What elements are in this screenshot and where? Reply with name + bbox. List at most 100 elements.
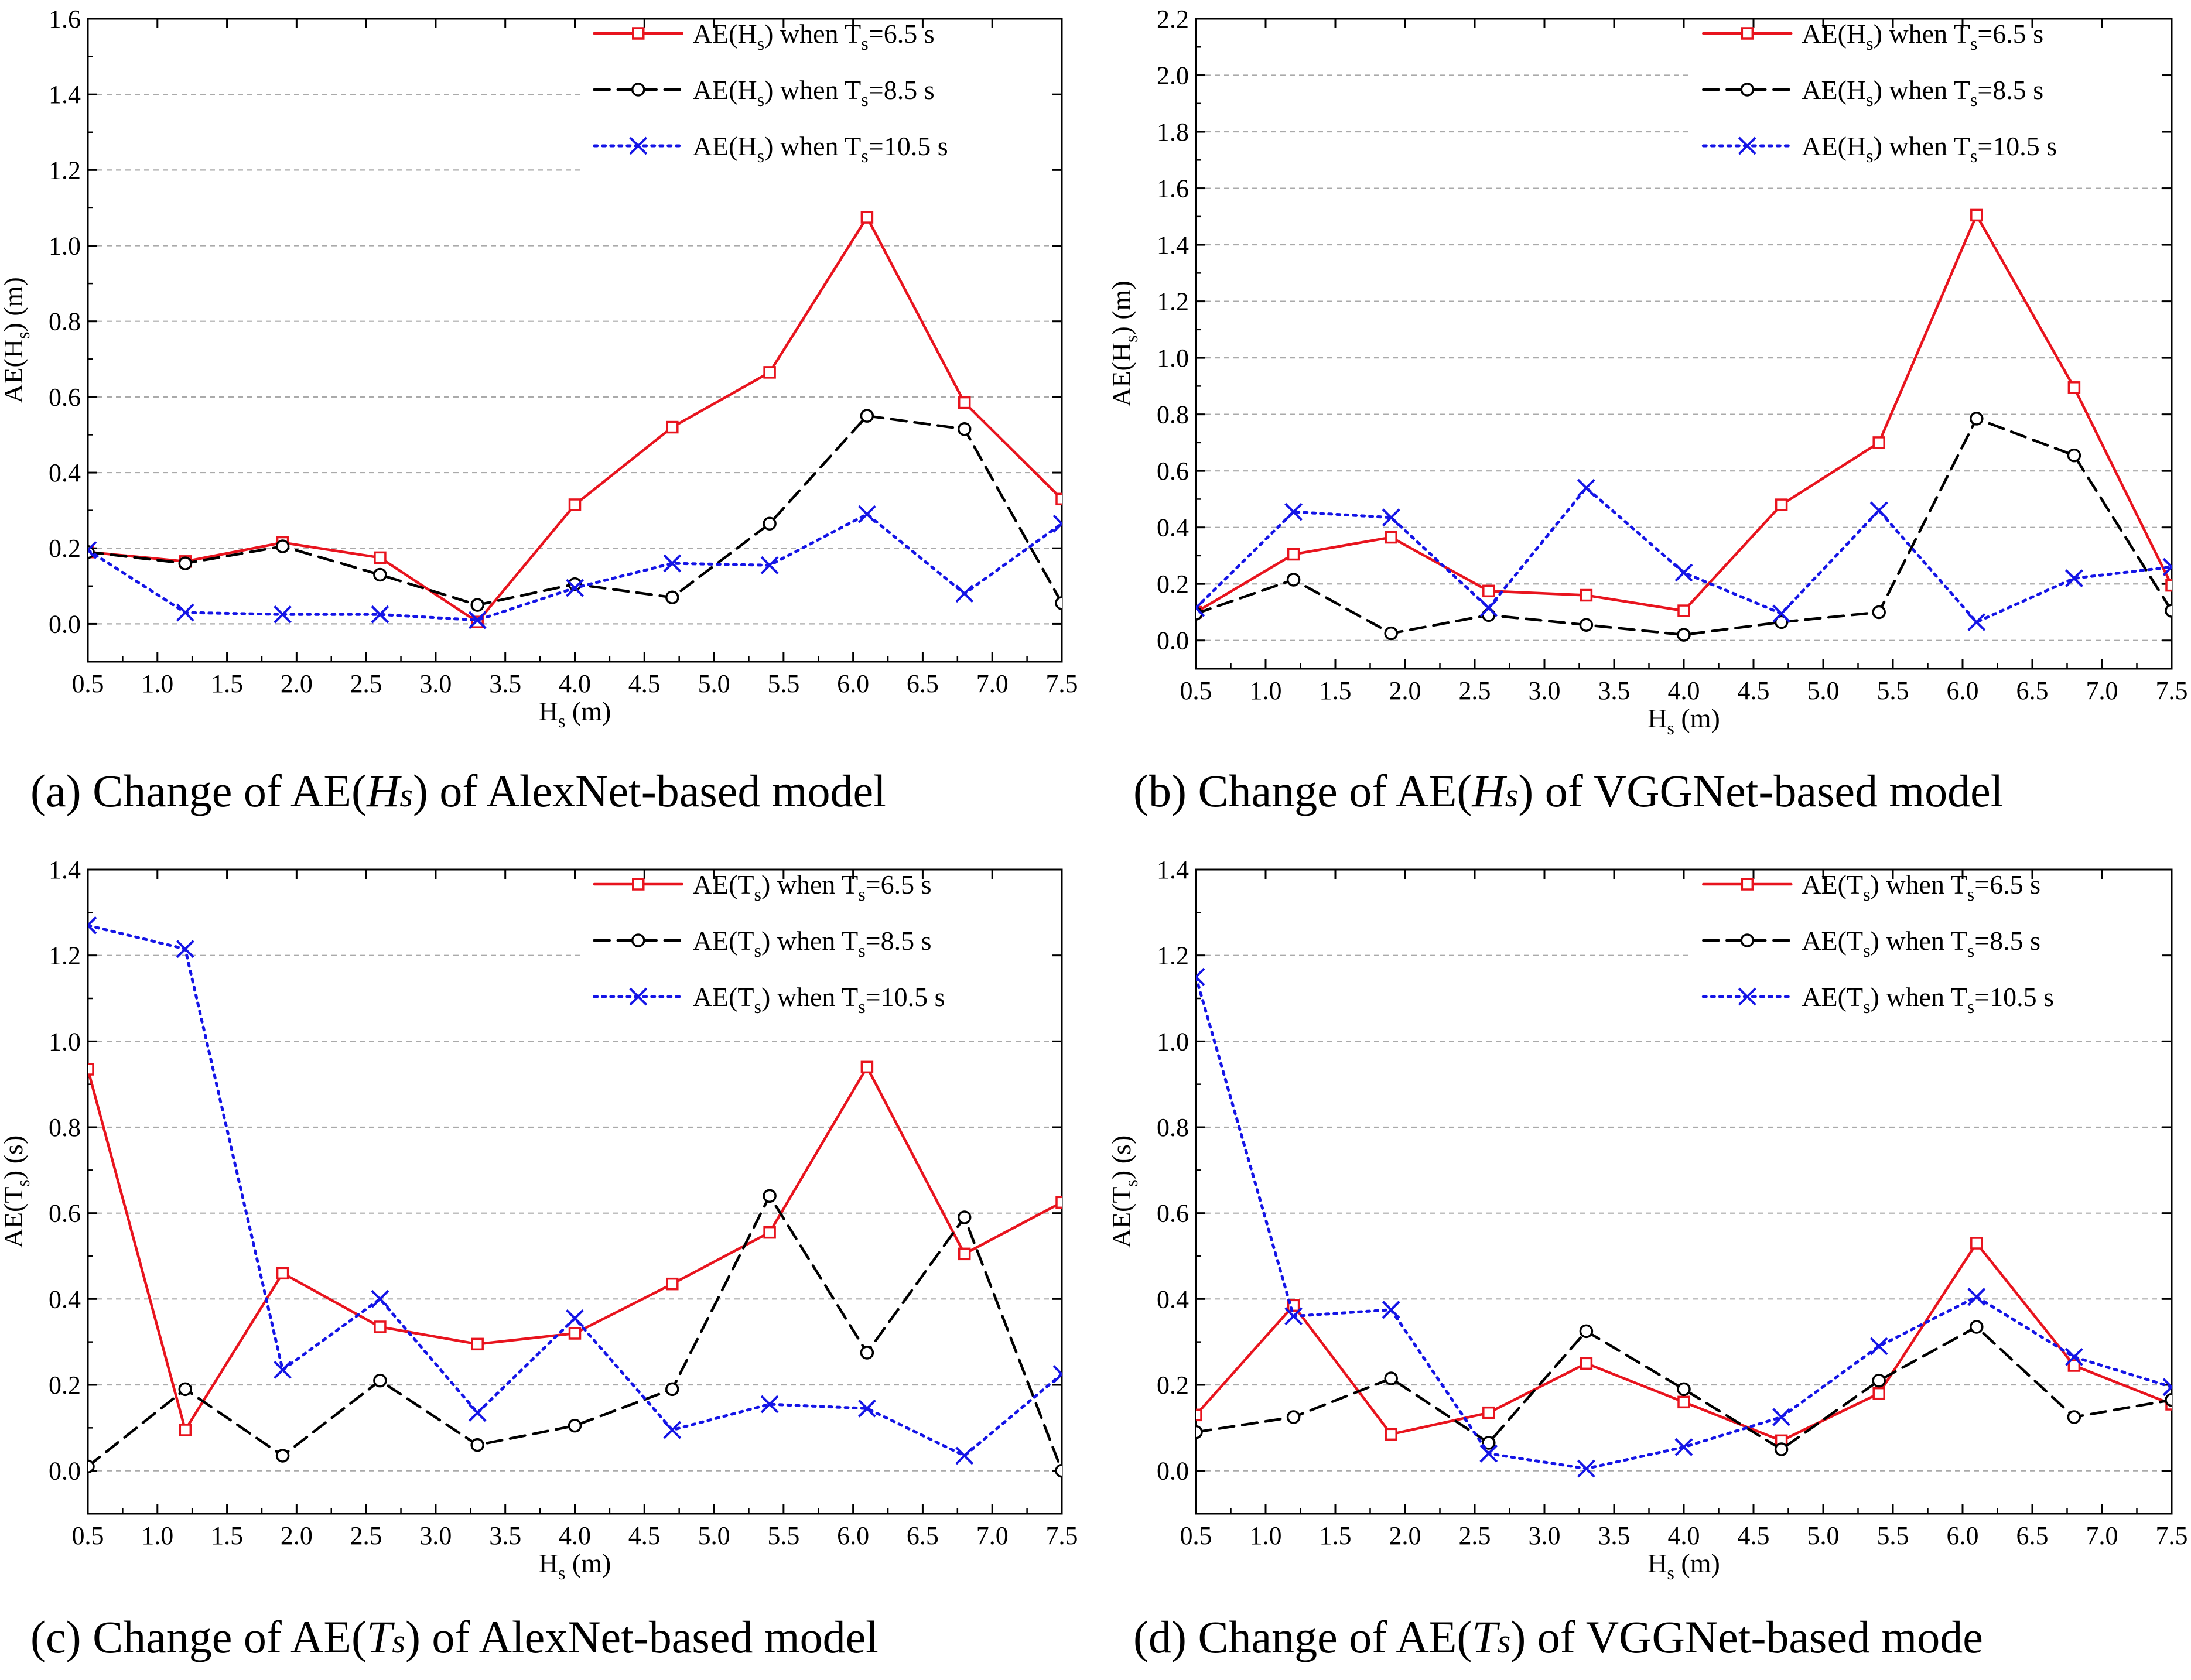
- legend-entry: AE(Hs) when Ts=6.5 s: [1802, 19, 2043, 54]
- y-tick-label: 0.2: [1157, 1371, 1189, 1400]
- x-axis-label-unit: (m): [565, 696, 611, 726]
- data-point-x: [1577, 1459, 1595, 1478]
- x-tick-label: 5.0: [698, 1521, 730, 1550]
- y-axis-label: AE(Hs) (m): [1106, 280, 1141, 407]
- x-axis-label: Hs (m): [1647, 703, 1720, 738]
- x-tick-label: 2.0: [1389, 676, 1421, 705]
- data-point-square: [1741, 878, 1754, 891]
- legend-entry: AE(Hs) when Ts=8.5 s: [1802, 75, 2043, 110]
- legend-text-sub: s: [858, 996, 865, 1017]
- legend-text-post: =6.5 s: [1974, 870, 2040, 899]
- data-point-circle: [2067, 448, 2081, 463]
- y-axis-label-sub: s: [12, 331, 33, 338]
- data-point-circle: [275, 539, 290, 553]
- data-point-square: [860, 1060, 874, 1074]
- legend-text-sub: s: [1866, 33, 1873, 54]
- data-point-x: [1479, 1444, 1498, 1463]
- legend-text-pre: AE(H: [1802, 75, 1866, 105]
- series-3: [88, 505, 1062, 629]
- x-tick-label: 5.5: [767, 669, 799, 698]
- data-point-x: [176, 940, 194, 959]
- data-point-square: [1970, 1237, 1983, 1250]
- y-tick-label: 1.4: [1157, 231, 1189, 259]
- series-2: [1196, 412, 2172, 642]
- data-point-square: [568, 498, 582, 511]
- legend: AE(Ts) when Ts=6.5 sAE(Ts) when Ts=8.5 s…: [1701, 870, 2054, 1017]
- legend-text-sub: s: [1863, 940, 1870, 961]
- series-3: [88, 916, 1062, 1465]
- y-tick-label: 1.8: [1157, 118, 1189, 146]
- x-tick-label: 1.0: [141, 1521, 173, 1550]
- y-tick-label: 0.4: [1157, 514, 1189, 542]
- data-point-square: [958, 1247, 971, 1261]
- x-tick-label: 5.0: [1807, 676, 1840, 705]
- data-point-square: [1482, 584, 1495, 598]
- data-point-circle: [665, 590, 679, 604]
- data-point-circle: [1970, 1320, 1984, 1334]
- data-point-circle: [373, 1373, 387, 1388]
- data-point-circle: [763, 1189, 777, 1203]
- data-point-x: [1479, 598, 1498, 617]
- data-point-circle: [568, 1418, 582, 1433]
- x-axis-label: Hs (m): [1647, 1548, 1720, 1583]
- y-tick-label: 0.8: [49, 1113, 81, 1142]
- chart-caption: (c) Change of AE(Ts) of AlexNet-based mo…: [30, 1611, 879, 1662]
- legend-text-post: =8.5 s: [1977, 75, 2043, 105]
- data-point-circle: [1286, 1410, 1301, 1424]
- data-point-x: [1382, 508, 1400, 527]
- data-point-x: [1738, 987, 1756, 1006]
- y-tick-label: 0.8: [1157, 401, 1189, 429]
- y-axis-label: AE(Hs) (m): [0, 277, 33, 403]
- data-point-circle: [470, 1438, 484, 1452]
- x-tick-label: 2.5: [1459, 1521, 1491, 1550]
- chart-panel-b: 0.0 0.2 0.4 0.6 0.8 1.0 1.2 1.4 1.6 1.8 2.0 2.2 0.5 1…: [1106, 5, 2188, 738]
- legend-text-post: =8.5 s: [1974, 926, 2040, 956]
- x-tick-label: 4.0: [559, 1521, 591, 1550]
- x-axis-label-unit: (m): [565, 1548, 611, 1578]
- x-tick-label: 0.5: [1180, 676, 1212, 705]
- data-point-x: [663, 1421, 682, 1439]
- legend-text-sub: s: [1863, 996, 1870, 1017]
- data-point-x: [1772, 1408, 1791, 1426]
- chart-panel-a: 0.0 0.2 0.4 0.6 0.8 1.0 1.2 1.4 1.6 0.5 1.0 1.5 2.0 2…: [0, 5, 1078, 731]
- y-tick-label: 0.0: [49, 1457, 81, 1486]
- legend-text-mid: ) when T: [761, 982, 858, 1012]
- chart-caption: (d) Change of AE(Ts) of VGGNet-based mod…: [1133, 1611, 1983, 1662]
- legend-text-pre: AE(H: [1802, 19, 1866, 49]
- x-tick-label: 6.5: [2016, 1521, 2049, 1550]
- legend-text-sub: s: [1866, 89, 1873, 110]
- caption-variable: H: [1471, 765, 1507, 816]
- y-tick-label: 0.0: [49, 610, 81, 638]
- legend-text-sub: s: [1863, 884, 1870, 905]
- legend-text-pre: AE(H: [693, 19, 757, 49]
- data-point-x: [2162, 557, 2172, 576]
- legend-text-mid: ) when T: [1874, 131, 1970, 161]
- x-tick-label: 0.5: [1180, 1521, 1212, 1550]
- data-point-square: [1677, 1395, 1690, 1409]
- x-tick-label: 7.5: [2156, 676, 2188, 705]
- legend-entry: AE(Ts) when Ts=8.5 s: [693, 926, 932, 961]
- y-tick-label: 0.6: [1157, 1199, 1189, 1228]
- y-tick-label: 2.0: [1157, 61, 1189, 90]
- data-point-x: [629, 136, 648, 155]
- legend-text-mid: ) when T: [1874, 19, 1970, 49]
- data-point-circle: [1286, 573, 1301, 587]
- series-3: [1196, 478, 2172, 631]
- x-axis-label-unit: (m): [1674, 1548, 1720, 1578]
- x-tick-label: 1.5: [211, 1521, 243, 1550]
- x-tick-label: 5.5: [1877, 1521, 1909, 1550]
- legend-text-mid: ) when T: [1871, 982, 1967, 1012]
- legend-text-sub: s: [1967, 996, 1974, 1017]
- legend-text-post: =6.5 s: [869, 19, 935, 49]
- caption-variable: T: [367, 1611, 395, 1662]
- x-tick-label: 4.5: [628, 1521, 661, 1550]
- y-tick-label: 2.2: [1157, 5, 1189, 33]
- data-point-x: [857, 505, 876, 523]
- x-tick-label: 7.5: [1046, 669, 1078, 698]
- data-point-x: [629, 987, 648, 1006]
- legend: AE(Hs) when Ts=6.5 sAE(Hs) when Ts=8.5 s…: [593, 19, 948, 166]
- legend-entry: AE(Hs) when Ts=10.5 s: [1802, 131, 2057, 166]
- legend-entry: AE(Ts) when Ts=8.5 s: [1802, 926, 2040, 961]
- y-axis-label-main: AE(T: [1106, 1187, 1136, 1248]
- data-point-circle: [1055, 596, 1062, 610]
